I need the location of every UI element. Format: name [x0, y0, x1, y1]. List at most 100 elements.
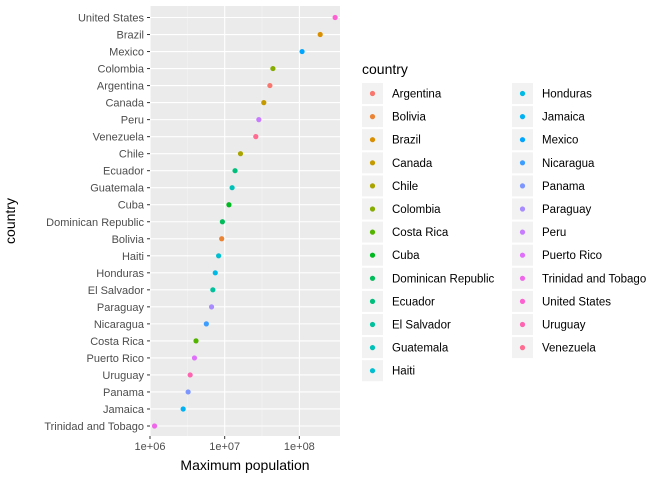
legend-label: Chile [392, 181, 418, 193]
legend-label: Peru [542, 227, 566, 239]
legend-swatch [519, 275, 526, 281]
legend-label: Guatemala [392, 343, 449, 355]
data-point [232, 168, 238, 174]
y-tick-label: Bolivia [112, 234, 145, 246]
legend-label: Jamaica [542, 112, 585, 124]
legend-swatch [369, 368, 376, 374]
y-tick-label: Dominican Republic [46, 217, 144, 229]
y-tick-label: Costa Rica [90, 336, 145, 348]
legend-swatch [369, 345, 376, 351]
plot-panel [149, 6, 340, 436]
y-tick-label: Paraguay [97, 302, 145, 314]
legend-swatch [519, 137, 526, 143]
legend-swatch [519, 206, 526, 212]
data-point [317, 31, 323, 38]
y-tick-label: Chile [119, 149, 144, 161]
y-tick-label: Ecuador [103, 166, 144, 178]
y-tick-label: Panama [103, 387, 145, 399]
data-point [253, 134, 259, 140]
data-point [332, 14, 338, 21]
y-tick-label: Trinidad and Tobago [44, 421, 144, 433]
y-tick-label: Colombia [98, 64, 145, 76]
legend-swatch [369, 90, 376, 97]
x-tick-label: 1e+07 [209, 441, 240, 453]
x-axis-title: Maximum population [180, 457, 309, 473]
data-point [203, 321, 209, 327]
y-tick-label: Jamaica [103, 404, 145, 416]
y-tick-label: Nicaragua [94, 319, 145, 331]
legend-label: Colombia [392, 204, 441, 216]
y-tick-label: Cuba [118, 200, 145, 212]
data-point [193, 338, 199, 344]
legend-swatch [369, 183, 376, 189]
legend-swatch [519, 114, 526, 120]
legend-label: El Salvador [392, 320, 451, 332]
legend-swatch [519, 90, 526, 97]
y-tick-label: Puerto Rico [87, 353, 144, 365]
legend-swatch [519, 298, 526, 304]
legend-label: Argentina [392, 89, 442, 101]
data-point [219, 219, 225, 225]
data-point [180, 406, 186, 412]
legend-label: Dominican Republic [392, 273, 495, 285]
legend-swatch [519, 345, 526, 351]
legend-title: country [362, 61, 408, 77]
data-point [261, 100, 267, 106]
x-tick-label: 1e+06 [135, 441, 166, 453]
legend-swatch [369, 298, 376, 304]
y-axis: Trinidad and Tobago Jamaica Panama Uruguay P… [44, 13, 150, 433]
y-tick-label: Venezuela [93, 132, 145, 144]
data-point [187, 372, 193, 378]
legend-label: Nicaragua [542, 158, 595, 170]
legend-swatch [519, 252, 526, 258]
legend-swatch [369, 229, 376, 235]
legend-label: Puerto Rico [542, 250, 602, 262]
data-point [212, 270, 218, 276]
legend: country Argentina Bolivia Brazil Canada Chil… [362, 61, 646, 382]
legend-label: Ecuador [392, 296, 435, 308]
y-tick-label: Mexico [109, 47, 144, 59]
legend-swatch [519, 229, 526, 235]
y-tick-label: Argentina [97, 81, 145, 93]
y-tick-label: Guatemala [90, 183, 145, 195]
data-point [210, 287, 216, 293]
y-tick-label: United States [78, 13, 145, 25]
legend-swatch [519, 183, 526, 189]
legend-label: Honduras [542, 89, 592, 101]
legend-label: Haiti [392, 366, 415, 378]
data-point [151, 423, 158, 429]
legend-swatch [369, 206, 376, 212]
data-points [151, 14, 338, 429]
legend-swatch [369, 252, 376, 258]
legend-label: Panama [542, 181, 585, 193]
legend-label: Paraguay [542, 204, 591, 216]
legend-swatch [369, 137, 376, 143]
data-point [229, 185, 235, 191]
legend-label: Uruguay [542, 320, 586, 332]
y-tick-label: Peru [121, 115, 144, 127]
y-tick-label: Uruguay [102, 370, 144, 382]
legend-label: Mexico [542, 135, 578, 147]
legend-label: Brazil [392, 135, 421, 147]
x-axis: 1e+06 1e+07 1e+08 [135, 436, 315, 453]
legend-label: Bolivia [392, 112, 426, 124]
y-tick-label: Haiti [122, 251, 144, 263]
legend-swatch [369, 114, 376, 120]
legend-swatch [519, 321, 526, 328]
y-axis-title: country [2, 198, 18, 244]
legend-label: United States [542, 296, 611, 308]
y-tick-label: Honduras [96, 268, 144, 280]
panel-background [150, 6, 340, 436]
y-tick-label: Brazil [116, 30, 144, 42]
data-point [299, 48, 305, 55]
legend-swatch [369, 275, 376, 281]
legend-label: Costa Rica [392, 227, 449, 239]
data-point [191, 355, 198, 361]
legend-swatch [519, 160, 526, 166]
y-tick-label: Canada [105, 98, 144, 110]
legend-swatch [369, 321, 376, 328]
data-point [256, 117, 262, 123]
x-tick-label: 1e+08 [284, 441, 315, 453]
legend-label: Trinidad and Tobago [542, 273, 646, 285]
